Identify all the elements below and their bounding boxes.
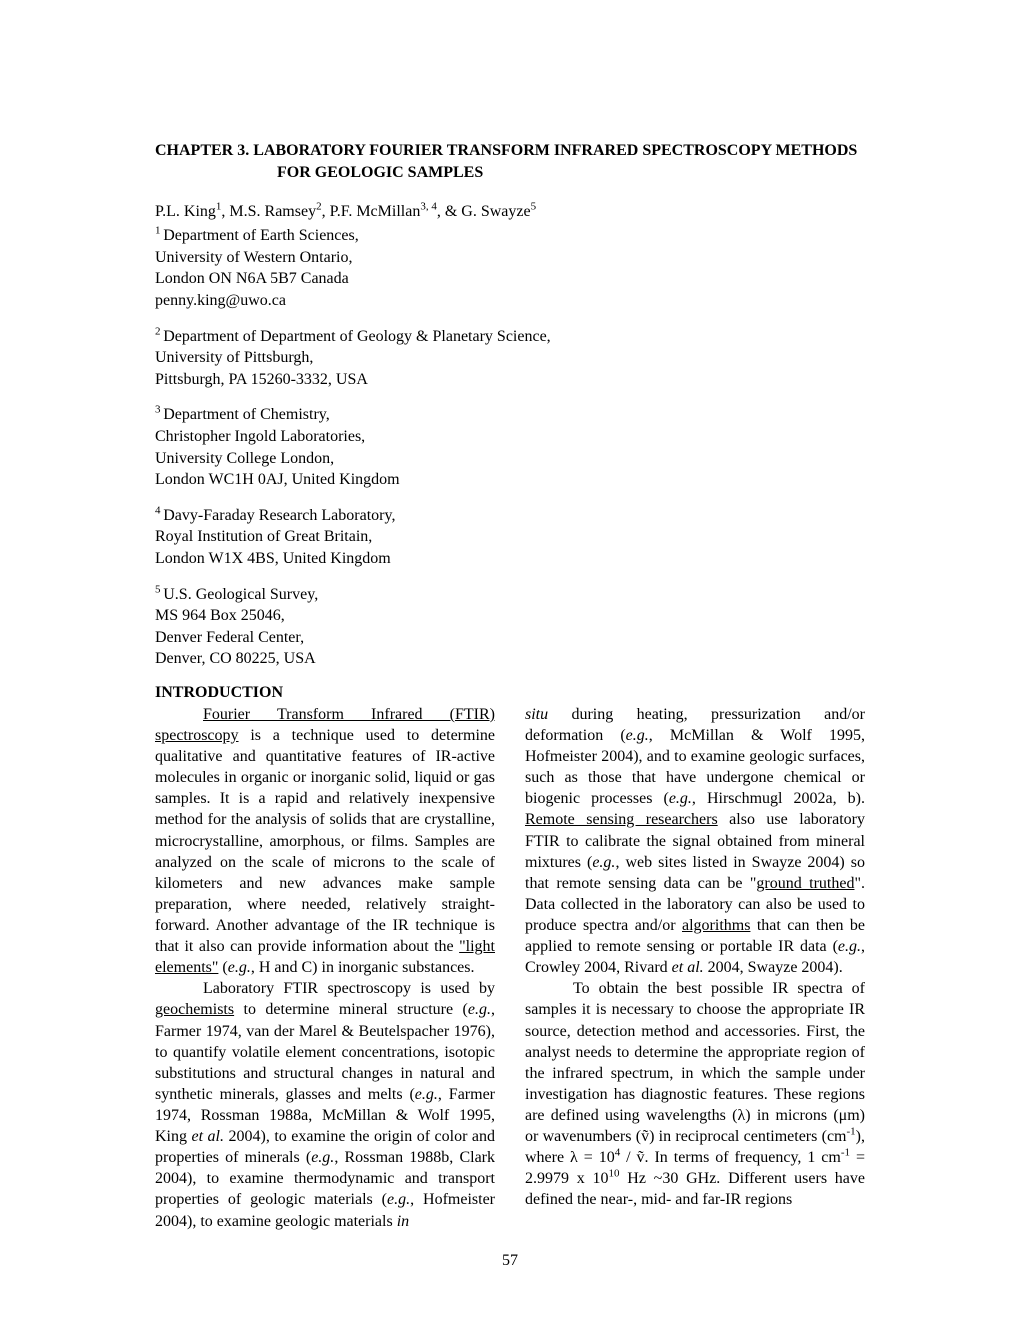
- page: CHAPTER 3. LABORATORY FOURIER TRANSFORM …: [0, 0, 1020, 1320]
- c1p1-t2: (: [218, 959, 227, 976]
- aff1-l4: penny.king@uwo.ca: [155, 290, 865, 312]
- chapter-title-line2: FOR GEOLOGIC SAMPLES: [155, 162, 865, 184]
- aff5-l4: Denver, CO 80225, USA: [155, 648, 865, 670]
- aff2-l3: Pittsburgh, PA 15260-3332, USA: [155, 369, 865, 391]
- author-3-sup: 3, 4: [420, 201, 437, 213]
- aff3-l1: Department of Chemistry,: [163, 406, 329, 423]
- affiliation-1: 1 Department of Earth Sciences, Universi…: [155, 225, 865, 311]
- c1p2-i1: e.g.: [468, 1001, 491, 1018]
- aff4-l1: Davy-Faraday Research Laboratory,: [163, 507, 395, 524]
- affiliation-5: 5 U.S. Geological Survey, MS 964 Box 250…: [155, 584, 865, 670]
- aff2-l1: Department of Department of Geology & Pl…: [163, 328, 550, 345]
- aff5-l3: Denver Federal Center,: [155, 627, 865, 649]
- column-right: situ during heating, pressurization and/…: [525, 704, 865, 1232]
- c1p2-i6: in: [397, 1213, 409, 1230]
- c1p1-t1: is a technique used to determine qualita…: [155, 727, 495, 955]
- c2p2-s3: -1: [841, 1147, 850, 1159]
- c1p1-i1: e.g.: [228, 959, 251, 976]
- c2p1-u1: Remote sensing researchers: [525, 811, 718, 828]
- c2p1-i3: e.g.: [669, 790, 692, 807]
- c2p2-t1: To obtain the best possible IR spectra o…: [525, 980, 865, 1145]
- col2-p2: To obtain the best possible IR spectra o…: [525, 978, 865, 1210]
- c2p1-t9: 2004, Swayze 2004).: [704, 959, 843, 976]
- col1-p2: Laboratory FTIR spectroscopy is used by …: [155, 978, 495, 1231]
- c1p2-t1: Laboratory FTIR spectroscopy is used by: [203, 980, 495, 997]
- c2p1-u2: ground truthed: [756, 875, 854, 892]
- affiliation-2: 2 Department of Department of Geology & …: [155, 326, 865, 391]
- aff5-l2: MS 964 Box 25046,: [155, 605, 865, 627]
- col2-p1: situ during heating, pressurization and/…: [525, 704, 865, 978]
- c2p1-i5: e.g.: [838, 938, 861, 955]
- c2p2-s1: -1: [847, 1126, 856, 1138]
- c1p2-i4: e.g.: [311, 1149, 334, 1166]
- author-4: , & G. Swayze: [437, 203, 531, 220]
- affiliation-3: 3 Department of Chemistry, Christopher I…: [155, 404, 865, 490]
- c2p1-i6: et al.: [672, 959, 704, 976]
- aff4-l3: London W1X 4BS, United Kingdom: [155, 548, 865, 570]
- c1p2-u1: geochemists: [155, 1001, 234, 1018]
- author-1: P.L. King: [155, 203, 216, 220]
- author-4-sup: 5: [531, 201, 537, 213]
- aff4-l2: Royal Institution of Great Britain,: [155, 526, 865, 548]
- c1p2-t2: to determine mineral structure (: [234, 1001, 468, 1018]
- c1p2-i3: et al.: [192, 1128, 225, 1145]
- aff3-l4: London WC1H 0AJ, United Kingdom: [155, 469, 865, 491]
- affiliation-4: 4 Davy-Faraday Research Laboratory, Roya…: [155, 505, 865, 570]
- aff3-sup: 3: [155, 404, 163, 416]
- chapter-title: CHAPTER 3. LABORATORY FOURIER TRANSFORM …: [155, 140, 865, 183]
- aff5-sup: 5: [155, 583, 163, 595]
- author-3: , P.F. McMillan: [322, 203, 421, 220]
- section-heading: INTRODUCTION: [155, 684, 865, 702]
- c2p1-i4: e.g.: [592, 854, 615, 871]
- c2p1-t3: , Hirschmugl 2002a, b).: [692, 790, 865, 807]
- c2p1-u3: algorithms: [682, 917, 750, 934]
- c1p2-i5: e.g.: [387, 1191, 410, 1208]
- c1p2-i2: e.g.: [415, 1086, 438, 1103]
- column-left: Fourier Transform Infrared (FTIR) spectr…: [155, 704, 495, 1232]
- aff2-l2: University of Pittsburgh,: [155, 347, 865, 369]
- chapter-title-line1: CHAPTER 3. LABORATORY FOURIER TRANSFORM …: [155, 140, 865, 162]
- page-number: 57: [0, 1252, 1020, 1270]
- c2p1-i1: situ: [525, 706, 548, 723]
- aff2-sup: 2: [155, 325, 163, 337]
- aff1-l3: London ON N6A 5B7 Canada: [155, 268, 865, 290]
- authors: P.L. King1, M.S. Ramsey2, P.F. McMillan3…: [155, 203, 865, 221]
- col1-p1: Fourier Transform Infrared (FTIR) spectr…: [155, 704, 495, 978]
- aff1-l2: University of Western Ontario,: [155, 247, 865, 269]
- aff1-sup: 1: [155, 225, 163, 237]
- aff4-sup: 4: [155, 504, 163, 516]
- c2p2-t3: / ṽ. In terms of frequency, 1 cm: [620, 1149, 841, 1166]
- c1p1-t3: , H and C) in inorganic substances.: [251, 959, 475, 976]
- c2p2-s4: 10: [609, 1168, 620, 1180]
- aff3-l2: Christopher Ingold Laboratories,: [155, 426, 865, 448]
- c2p1-i2: e.g.: [626, 727, 649, 744]
- aff5-l1: U.S. Geological Survey,: [163, 586, 318, 603]
- aff1-l1: Department of Earth Sciences,: [163, 227, 358, 244]
- aff3-l3: University College London,: [155, 448, 865, 470]
- author-2: , M.S. Ramsey: [221, 203, 316, 220]
- body-columns: Fourier Transform Infrared (FTIR) spectr…: [155, 704, 865, 1232]
